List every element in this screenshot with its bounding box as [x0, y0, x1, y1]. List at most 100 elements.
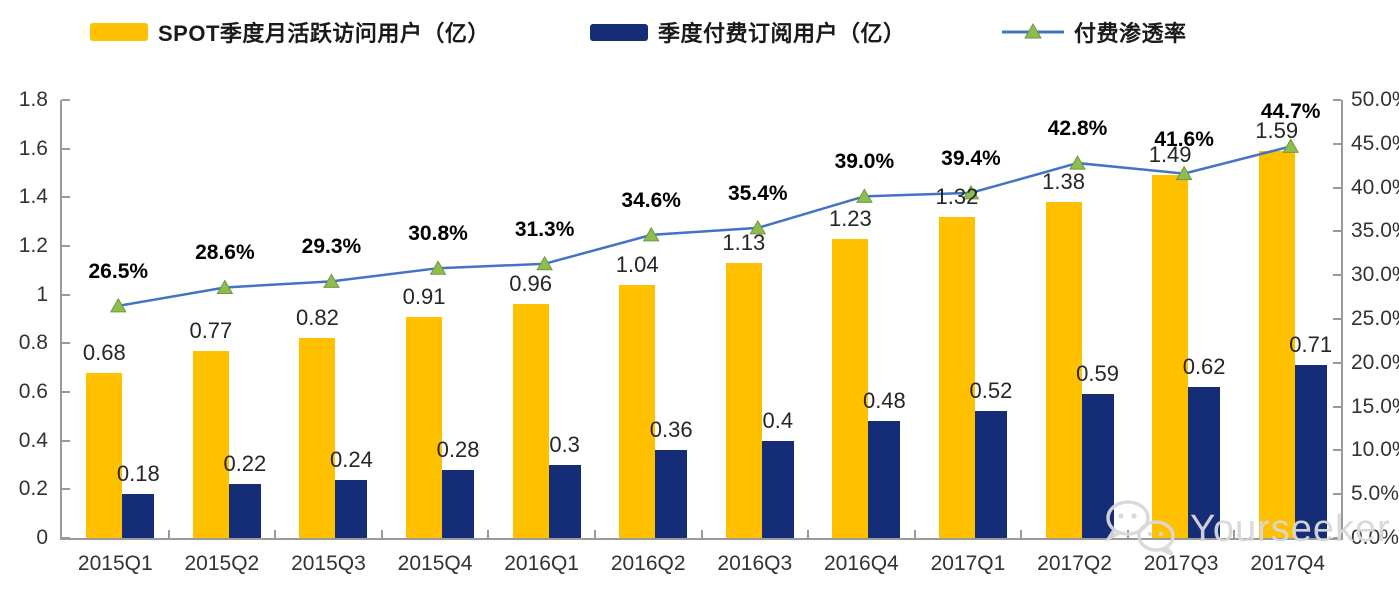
y-axis-right-line — [1341, 100, 1343, 538]
x-axis-tick — [487, 530, 490, 538]
value-label-mau-2017Q4: 1.59 — [1255, 118, 1299, 144]
penetration-marker-2016Q3 — [749, 219, 767, 235]
pct-label-penetration-2015Q4: 30.8% — [408, 222, 468, 246]
y-axis-left-label: 1 — [36, 282, 48, 306]
penetration-marker-2015Q3 — [323, 273, 340, 288]
x-axis-tick — [807, 530, 810, 538]
value-label-mau-2016Q2: 1.04 — [615, 251, 659, 277]
y-axis-left-tick — [62, 293, 70, 296]
value-label-subscribers-2017Q2: 0.59 — [1076, 361, 1119, 387]
penetration-marker-2017Q1 — [962, 184, 980, 200]
y-axis-right-label: 15.0% — [1351, 394, 1399, 418]
penetration-marker-2015Q1 — [109, 297, 127, 313]
bar-subscribers-2015Q2 — [228, 484, 261, 538]
penetration-marker-2016Q1 — [536, 255, 553, 271]
value-label-mau-2016Q4: 1.23 — [828, 205, 872, 231]
penetration-marker-2015Q4 — [429, 260, 447, 275]
pct-label-penetration-2015Q1: 26.5% — [88, 259, 149, 283]
x-axis-label-2016Q4: 2016Q4 — [824, 552, 899, 575]
value-label-mau-2017Q1: 1.32 — [935, 183, 979, 209]
y-axis-left-tick — [62, 99, 70, 101]
pct-label-penetration-2017Q1: 39.4% — [941, 146, 1001, 170]
value-label-mau-2015Q1: 0.68 — [82, 339, 126, 365]
x-axis-label-2017Q4: 2017Q4 — [1250, 552, 1326, 575]
value-label-subscribers-2017Q3: 0.62 — [1182, 354, 1226, 380]
value-label-subscribers-2017Q1: 0.52 — [969, 378, 1013, 404]
y-axis-right-tick — [1333, 361, 1341, 364]
y-axis-right-tick — [1333, 318, 1341, 320]
legend-label-mau: SPOT季度月活跃访问用户（亿） — [158, 21, 490, 46]
x-axis-tick — [1233, 530, 1236, 538]
y-axis-right-label: 50.0% — [1351, 88, 1399, 111]
x-axis-tick — [274, 530, 277, 538]
bar-mau-2015Q2 — [192, 350, 229, 538]
value-label-mau-2017Q2: 1.38 — [1042, 169, 1085, 195]
bar-mau-2017Q4 — [1258, 151, 1295, 538]
bar-mau-2016Q3 — [725, 263, 762, 538]
value-label-mau-2016Q1: 0.96 — [509, 271, 553, 297]
legend-item-mau: SPOT季度月活跃访问用户（亿） — [90, 18, 490, 46]
value-label-mau-2017Q3: 1.49 — [1148, 142, 1192, 168]
penetration-marker-2017Q2 — [1069, 155, 1086, 170]
value-label-subscribers-2016Q3: 0.4 — [762, 407, 794, 433]
value-label-subscribers-2016Q4: 0.48 — [862, 388, 906, 414]
pct-label-penetration-2015Q3: 29.3% — [301, 235, 362, 259]
x-axis-label-2016Q1: 2016Q1 — [504, 552, 579, 575]
y-axis-left-label: 0.6 — [18, 380, 48, 403]
y-axis-left-label: 1.4 — [18, 185, 48, 209]
bar-mau-2017Q2 — [1045, 202, 1082, 538]
y-axis-right-label: 30.0% — [1351, 263, 1399, 287]
pct-label-penetration-2015Q2: 28.6% — [195, 241, 255, 265]
x-axis-tick — [380, 530, 383, 538]
bar-mau-2017Q3 — [1152, 175, 1189, 538]
y-axis-right-tick — [1333, 99, 1341, 101]
y-axis-right-label: 5.0% — [1351, 482, 1399, 506]
x-axis-tick — [1020, 530, 1023, 538]
legend-item-subscribers: 季度付费订阅用户（亿） — [590, 18, 906, 46]
x-axis-tick — [700, 530, 703, 538]
value-label-subscribers-2016Q2: 0.36 — [649, 417, 693, 443]
pct-label-penetration-2016Q3: 35.4% — [728, 181, 788, 205]
y-axis-right-label: 20.0% — [1351, 350, 1399, 374]
value-label-mau-2015Q3: 0.82 — [296, 305, 339, 331]
bar-subscribers-2015Q1 — [122, 494, 155, 538]
y-axis-left-tick — [62, 147, 70, 150]
legend-swatch-subscribers — [590, 23, 648, 41]
bar-subscribers-2016Q1 — [548, 465, 581, 538]
value-label-subscribers-2016Q1: 0.3 — [549, 432, 580, 457]
y-axis-left-tick — [62, 439, 70, 442]
y-axis-right-label: 10.0% — [1351, 438, 1399, 462]
y-axis-right-label: 35.0% — [1351, 219, 1399, 243]
y-axis-left-tick — [62, 245, 70, 247]
y-axis-left-tick — [62, 537, 70, 539]
y-axis-left-label: 1.2 — [18, 234, 48, 257]
bar-subscribers-2017Q1 — [974, 411, 1007, 538]
bar-subscribers-2017Q3 — [1188, 387, 1221, 538]
y-axis-left-line — [60, 100, 62, 538]
x-axis-line — [60, 538, 1343, 540]
value-label-subscribers-2017Q4: 0.71 — [1289, 332, 1333, 358]
legend-label-subscribers: 季度付费订阅用户（亿） — [658, 21, 906, 46]
y-axis-right-tick — [1333, 493, 1341, 496]
bar-mau-2016Q4 — [832, 238, 869, 538]
x-axis-tick — [593, 530, 596, 538]
penetration-marker-2017Q3 — [1175, 165, 1193, 181]
x-axis-label-2015Q4: 2015Q4 — [397, 552, 473, 575]
bar-subscribers-2016Q4 — [868, 421, 901, 538]
y-axis-left-label: 0 — [36, 526, 48, 549]
legend-swatch-mau — [90, 23, 148, 41]
penetration-marker-2016Q2 — [642, 226, 660, 242]
bar-subscribers-2016Q3 — [761, 440, 794, 538]
x-axis-label-2015Q1: 2015Q1 — [77, 552, 153, 575]
y-axis-right-label: 0.0% — [1351, 526, 1399, 549]
y-axis-right-tick — [1333, 449, 1341, 452]
x-axis-label-2015Q3: 2015Q3 — [291, 552, 366, 575]
bar-mau-2015Q1 — [86, 372, 123, 538]
x-axis-tick — [913, 530, 916, 538]
bar-subscribers-2017Q4 — [1294, 365, 1327, 538]
bar-mau-2017Q1 — [938, 216, 975, 538]
pct-label-penetration-2016Q2: 34.6% — [621, 188, 681, 212]
y-axis-left-tick — [62, 391, 70, 393]
